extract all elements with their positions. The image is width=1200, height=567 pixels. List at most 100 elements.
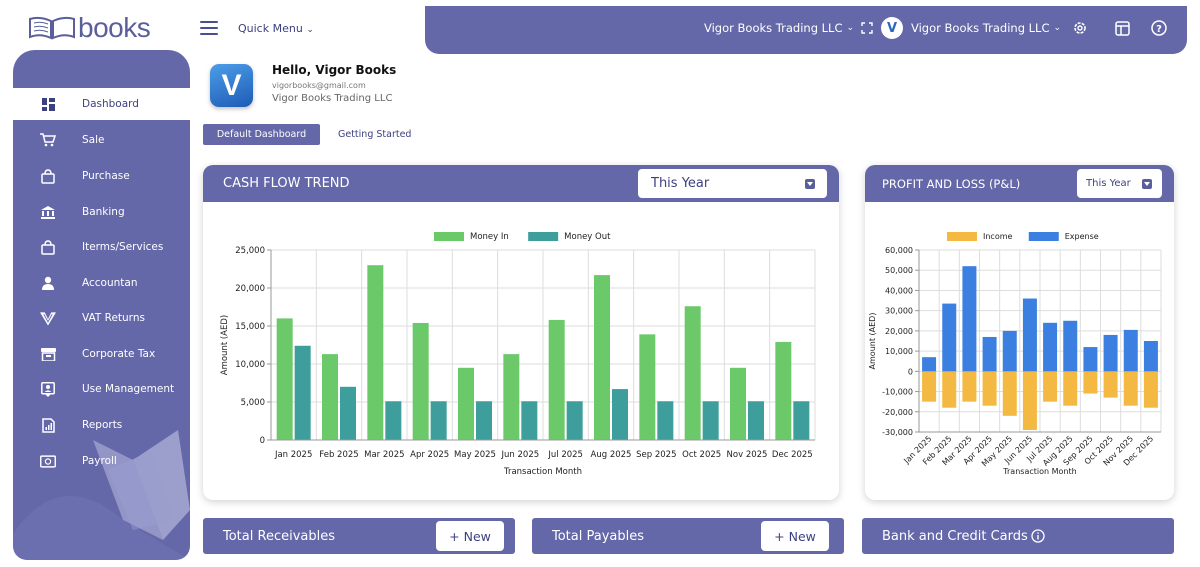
bar-money-in-jul-2025[interactable] [548,319,565,440]
bar-income-aug-2025[interactable] [1063,371,1078,406]
bar-money-out-jul-2025[interactable] [566,401,583,440]
quick-menu-button[interactable]: Quick Menu ⌄ [238,22,314,35]
cash-flow-period-select[interactable]: This Year [638,169,827,198]
bar-income-oct-2025[interactable] [1103,371,1118,398]
sidebar-item-items-services[interactable]: Iterms/Services [13,231,190,263]
bar-expense-apr-2025[interactable] [982,336,997,372]
bar-money-in-nov-2025[interactable] [730,367,746,440]
layout-icon[interactable] [1112,18,1132,38]
account-name: Vigor Books Trading LLC [911,21,1050,35]
sidebar-item-reports[interactable]: Reports [13,409,190,441]
help-icon[interactable]: ? [1149,18,1169,38]
bar-expense-nov-2025[interactable] [1123,329,1138,372]
bar-money-out-nov-2025[interactable] [748,401,764,440]
user-email: vigorbooks@gmail.com [272,81,366,90]
legend-label-income[interactable]: Income [983,232,1013,241]
svg-text:?: ? [1156,24,1162,35]
bar-money-out-jan-2025[interactable] [294,345,311,440]
gear-icon[interactable] [1070,18,1090,38]
bar-expense-jul-2025[interactable] [1043,322,1058,372]
y-axis-title: Amount (AED) [220,315,230,375]
selected-value: This Year [1086,178,1131,189]
bar-money-in-mar-2025[interactable] [367,265,384,440]
bar-money-in-apr-2025[interactable] [412,322,429,440]
bar-expense-may-2025[interactable] [1002,330,1017,372]
sidebar-item-purchase[interactable]: Purchase [13,160,190,192]
bar-expense-jan-2025[interactable] [922,357,937,372]
sidebar-item-dashboard[interactable]: Dashboard [13,88,190,120]
legend-label-money-in[interactable]: Money In [470,232,509,242]
top-bar: Vigor Books Trading LLC ⌄ V Vigor Books … [425,6,1187,54]
bar-expense-sep-2025[interactable] [1083,347,1098,372]
bar-money-out-feb-2025[interactable] [340,386,356,440]
hamburger-menu-icon[interactable] [200,21,218,35]
sidebar-item-user-management[interactable]: Use Management [13,373,190,405]
bar-money-out-oct-2025[interactable] [702,401,719,440]
tab-getting-started[interactable]: Getting Started [338,129,412,140]
bar-money-in-may-2025[interactable] [458,367,474,440]
sidebar-item-accountant[interactable]: Accountan [13,267,190,299]
chevron-down-icon: ⌄ [306,24,314,35]
bar-money-in-jun-2025[interactable] [503,354,520,440]
sidebar-item-payroll[interactable]: Payroll [13,445,190,477]
sidebar-item-label: Dashboard [82,98,139,110]
sidebar-item-vat-returns[interactable]: VAT Returns [13,302,190,334]
bar-money-out-dec-2025[interactable] [793,401,810,440]
bar-money-in-feb-2025[interactable] [322,354,338,440]
bar-income-may-2025[interactable] [1002,371,1017,416]
bar-money-in-aug-2025[interactable] [594,275,610,440]
bar-income-feb-2025[interactable] [942,371,957,408]
bar-money-in-oct-2025[interactable] [684,306,701,440]
bar-expense-aug-2025[interactable] [1063,320,1078,372]
info-icon[interactable] [1031,529,1045,543]
bar-money-out-jun-2025[interactable] [521,401,538,440]
payroll-icon [40,453,56,469]
sidebar-item-label: Use Management [82,383,175,395]
total-payables-card: Total Payables + New [532,518,844,554]
bar-money-out-mar-2025[interactable] [385,401,402,440]
profit-loss-card: PROFIT AND LOSS (P&L) This Year -30,000-… [865,165,1174,500]
bar-income-apr-2025[interactable] [982,371,997,406]
bar-expense-oct-2025[interactable] [1103,334,1118,372]
bar-income-jun-2025[interactable] [1022,371,1037,430]
bar-money-out-aug-2025[interactable] [612,389,628,440]
tab-default-dashboard[interactable]: Default Dashboard [203,124,320,145]
legend-swatch-income [947,232,977,241]
bar-expense-dec-2025[interactable] [1143,341,1158,372]
legend-label-expense[interactable]: Expense [1065,232,1099,241]
legend-swatch-expense [1028,232,1059,241]
top-left-controls: Quick Menu ⌄ [200,10,314,46]
new-receivable-button[interactable]: + New [436,521,504,551]
x-tick-label: Feb 2025 [319,450,358,460]
bar-income-jul-2025[interactable] [1043,371,1058,402]
sidebar: Dashboard Sale Purchase Banking Iterms/S… [13,50,190,560]
sidebar-item-sale[interactable]: Sale [13,124,190,156]
bar-income-nov-2025[interactable] [1123,371,1138,406]
bar-money-in-sep-2025[interactable] [639,334,656,440]
bar-income-mar-2025[interactable] [962,371,977,402]
bar-money-out-may-2025[interactable] [476,401,492,440]
bar-money-in-dec-2025[interactable] [775,341,792,440]
brand-logo[interactable]: books [28,12,151,44]
bar-expense-jun-2025[interactable] [1022,298,1037,372]
bar-income-dec-2025[interactable] [1143,371,1158,408]
legend-label-money-out[interactable]: Money Out [564,232,611,242]
vat-icon [40,310,56,326]
sidebar-item-corporate-tax[interactable]: Corporate Tax [13,338,190,370]
pnl-period-select[interactable]: This Year [1077,169,1162,198]
y-tick-label: 20,000 [235,284,265,294]
bar-expense-mar-2025[interactable] [962,266,977,372]
fullscreen-icon[interactable] [857,18,877,38]
bar-expense-feb-2025[interactable] [942,303,957,372]
bar-income-jan-2025[interactable] [922,371,937,402]
bar-money-in-jan-2025[interactable] [276,318,293,440]
bar-income-sep-2025[interactable] [1083,371,1098,394]
bar-money-out-sep-2025[interactable] [657,401,674,440]
bag-icon [40,239,56,255]
organization-selector[interactable]: Vigor Books Trading LLC ⌄ [704,6,854,50]
sidebar-item-banking[interactable]: Banking [13,196,190,228]
bar-money-out-apr-2025[interactable] [430,401,447,440]
new-payable-button[interactable]: + New [761,521,829,551]
sidebar-item-label: Reports [82,419,123,431]
account-menu[interactable]: V Vigor Books Trading LLC ⌄ [881,6,1061,50]
